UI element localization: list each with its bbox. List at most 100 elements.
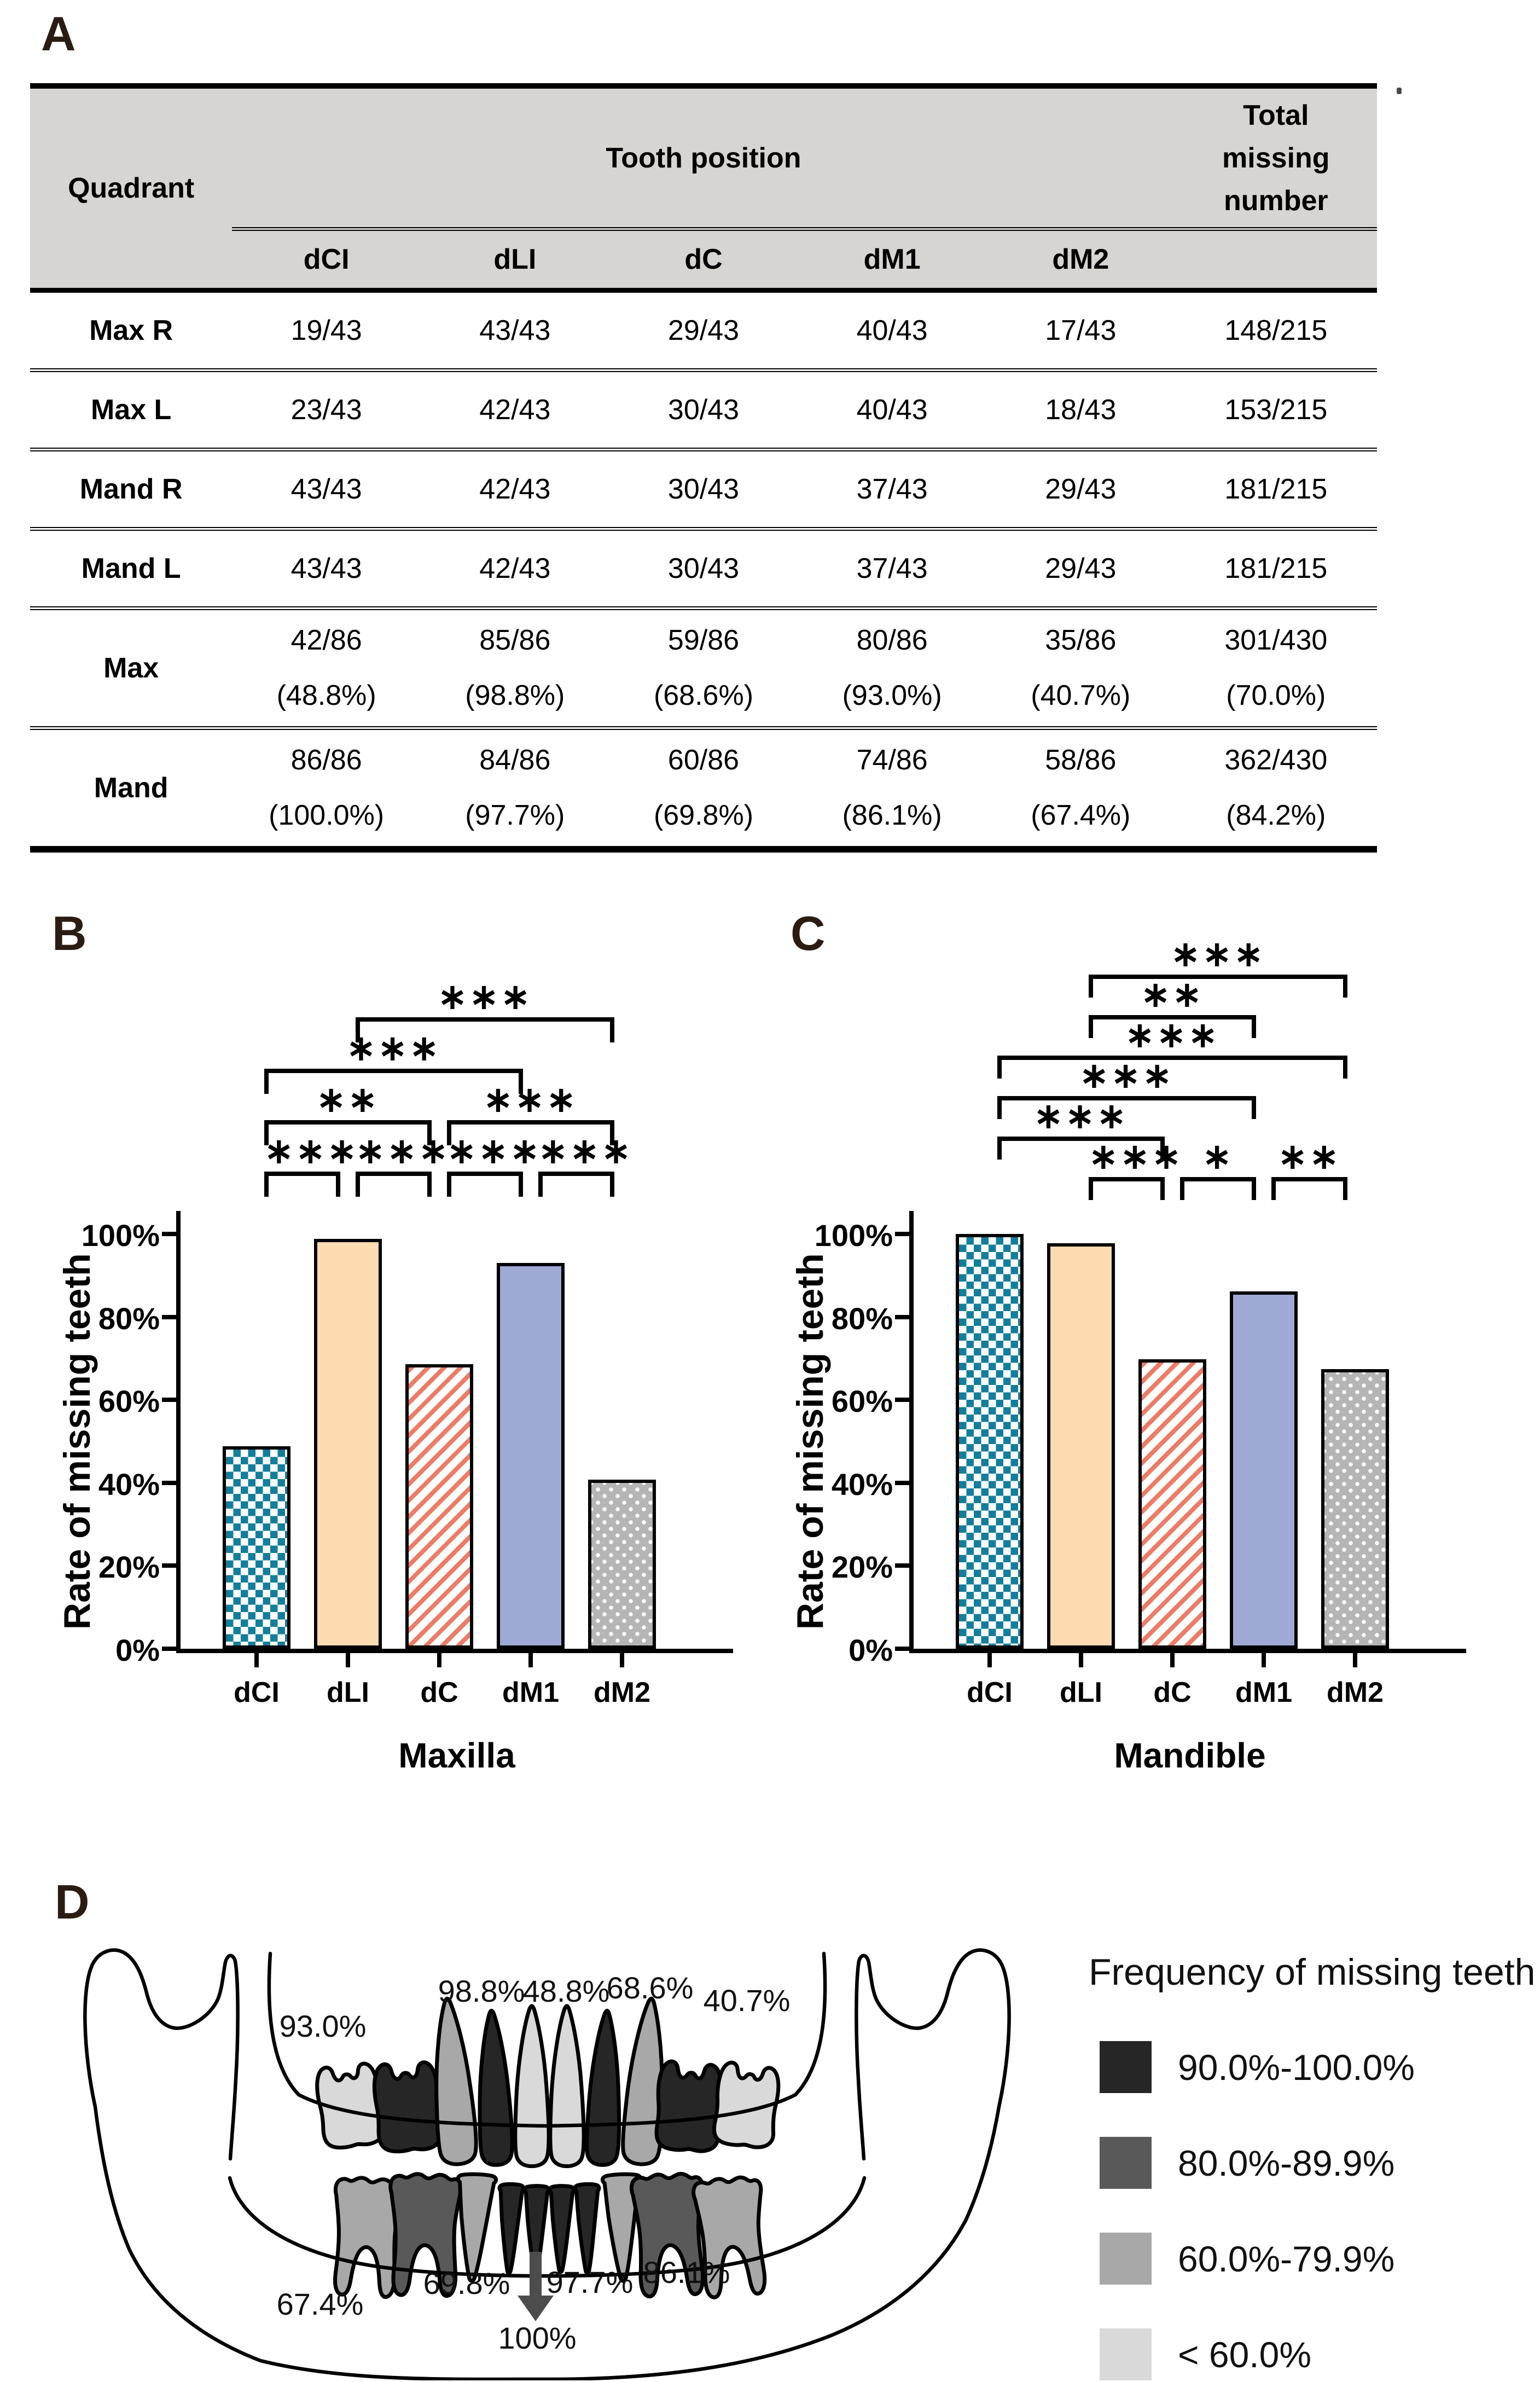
- significance-stars: ∗∗∗: [438, 977, 532, 1016]
- table-row: Mand 86/86 (100.0%) 84/86 (97.7%) 60/86 (69.8%…: [30, 726, 1377, 846]
- y-tick-mark: [895, 1314, 909, 1319]
- header-quadrant: Quadrant: [68, 172, 195, 204]
- cell-value: 84/86 (97.7%): [465, 744, 565, 831]
- y-tick-label: 40%: [98, 1467, 160, 1502]
- maxilla-bar-chart: Rate of missing teeth 0% 20% 40% 60% 80% 100% d…: [49, 886, 785, 1784]
- y-tick-label: 100%: [81, 1218, 160, 1253]
- significance-bracket: [356, 1017, 614, 1042]
- y-tick-label: 40%: [831, 1467, 893, 1502]
- legend-swatch: [1100, 2328, 1152, 2380]
- legend-item-label: 60.0%-79.9%: [1178, 2238, 1395, 2279]
- jaw-diagram: 93.0% 98.8%48.8%68.6% 40.7% 67.4% 69.8% 97.7%…: [49, 1871, 1100, 2380]
- upper-label-3: 68.6%: [607, 1970, 694, 2005]
- x-tick-mark: [1079, 1653, 1083, 1667]
- y-tick-label: 0%: [849, 1633, 893, 1667]
- x-axis-title: Mandible: [1114, 1736, 1266, 1775]
- mandible-bar-chart: Rate of missing teeth 0% 20% 40% 60% 80% 100% d…: [782, 886, 1518, 1784]
- bar-dM1: [497, 1263, 565, 1649]
- cell-value: 37/43: [856, 553, 928, 584]
- tooth-upper-dCI-left: [515, 2006, 549, 2166]
- significance-bracket: [1089, 1177, 1165, 1200]
- cell-value: 153/215: [1224, 394, 1328, 426]
- header-tooth-position: Tooth position: [232, 89, 1175, 231]
- y-tick-mark: [162, 1314, 176, 1319]
- y-tick-mark: [895, 1480, 909, 1485]
- significance-bracket: [1089, 975, 1347, 998]
- significance-stars: ∗∗∗: [1079, 1056, 1174, 1095]
- tooth-upper-dM2-right: [711, 2061, 781, 2149]
- y-tick-mark: [162, 1647, 176, 1651]
- bar-dLI: [314, 1239, 382, 1649]
- tooth-upper-dM1-right: [654, 2061, 723, 2153]
- cell-value: 40/43: [856, 394, 928, 426]
- legend-item: 60.0%-79.9%: [1100, 2233, 1394, 2285]
- x-category-label: dLI: [1060, 1677, 1102, 1708]
- significance-stars: ∗: [1202, 1137, 1234, 1176]
- cell-value: 30/43: [667, 553, 740, 584]
- significance-stars: ∗∗: [1277, 1137, 1341, 1176]
- y-tick-mark: [895, 1398, 909, 1402]
- jaw-outline-body: [95, 2107, 999, 2379]
- cell-value: 35/86 (40.7%): [1031, 624, 1131, 711]
- x-tick-mark: [1353, 1653, 1357, 1667]
- tooth-lower-dCI-right: [550, 2186, 574, 2272]
- cell-value: 42/43: [479, 394, 551, 426]
- bar-dCI: [956, 1234, 1024, 1649]
- significance-bracket: [1271, 1177, 1347, 1200]
- upper-label-2: 48.8%: [523, 1974, 610, 2008]
- significance-bracket: [538, 1172, 614, 1197]
- legend-title: Frequency of missing teeth: [1089, 1951, 1536, 1993]
- significance-bracket: [997, 1137, 1165, 1160]
- cell-value: 85/86 (98.8%): [465, 624, 565, 711]
- row-label: Mand R: [79, 473, 183, 505]
- subheader-dM1: dM1: [863, 244, 921, 275]
- row-label: Max L: [90, 394, 172, 426]
- bar-dC: [1138, 1359, 1206, 1649]
- row-label: Mand L: [81, 553, 181, 584]
- table-row: Max 42/86 (48.8%) 85/86 (98.8%) 59/86 (68.6%) 8…: [30, 606, 1377, 726]
- upper-label-1: 98.8%: [438, 1974, 525, 2008]
- x-category-label: dLI: [327, 1677, 369, 1708]
- tooth-lower-dC-left: [455, 2174, 496, 2282]
- tooth-upper-dLI-left: [476, 2010, 513, 2165]
- y-axis: [909, 1211, 914, 1653]
- upper-arch-curve: [269, 1954, 825, 2126]
- legend-item: 80.0%-89.9%: [1100, 2137, 1394, 2189]
- tooth-lower-dM1-right: [631, 2173, 706, 2297]
- header-total-missing: Total missing number: [1175, 89, 1377, 231]
- y-axis: [176, 1211, 181, 1653]
- table-row: Mand R 43/43 42/43 30/43 37/43 29/43 181/215: [30, 448, 1377, 527]
- x-axis: [909, 1649, 1466, 1653]
- x-tick-mark: [437, 1653, 441, 1667]
- cell-value: 23/43: [290, 394, 362, 426]
- significance-bracket: [997, 1096, 1256, 1119]
- subheader-dM2: dM2: [1052, 244, 1109, 275]
- bar-dCI: [223, 1446, 290, 1649]
- cell-value: 58/86 (67.4%): [1031, 744, 1131, 831]
- bar-dM1: [1230, 1291, 1298, 1649]
- y-tick-mark: [162, 1563, 176, 1568]
- cell-value: 29/43: [667, 315, 740, 346]
- cell-value: 29/43: [1045, 553, 1117, 584]
- subheader-dLI: dLI: [493, 244, 537, 275]
- panel-a-label: A: [41, 7, 76, 61]
- x-category-label: dC: [420, 1677, 458, 1708]
- x-category-label: dCI: [234, 1677, 280, 1708]
- cell-value: 59/86 (68.6%): [653, 624, 754, 711]
- y-axis-title: Rate of missing teeth: [789, 1253, 831, 1630]
- cell-value: 362/430 (84.2%): [1224, 744, 1328, 831]
- tooth-lower-dLI-left: [498, 2184, 524, 2273]
- significance-bracket: [1089, 1015, 1256, 1038]
- x-tick-mark: [528, 1653, 533, 1667]
- significance-stars: ∗∗: [316, 1080, 380, 1119]
- upper-label-0: 93.0%: [280, 2009, 367, 2043]
- y-tick-mark: [162, 1398, 176, 1402]
- x-axis-title: Maxilla: [398, 1736, 515, 1775]
- y-tick-mark: [895, 1232, 909, 1236]
- tooth-lower-dLI-right: [575, 2184, 601, 2273]
- table-row: Max L 23/43 42/43 30/43 40/43 18/43 153/215: [30, 368, 1377, 448]
- tooth-upper-dCI-right: [550, 2006, 584, 2166]
- cell-value: 43/43: [290, 553, 362, 584]
- subheader-dCI: dCI: [303, 244, 350, 275]
- table-row: Mand L 43/43 42/43 30/43 37/43 29/43 181/215: [30, 527, 1377, 606]
